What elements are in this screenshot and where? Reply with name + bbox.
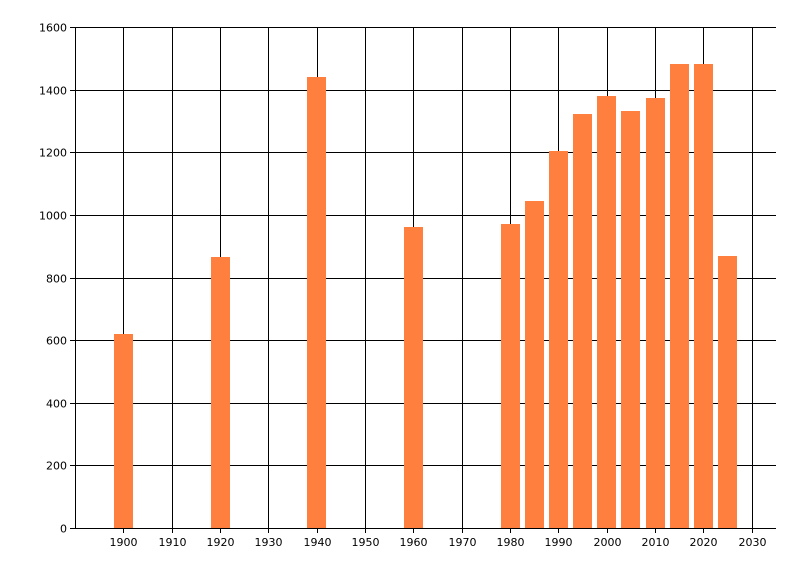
bar-1995: [573, 114, 592, 528]
axes: [70, 27, 776, 533]
bar-2000: [597, 96, 616, 528]
x-tick-label: 1960: [400, 536, 428, 549]
x-tick-label: 1980: [497, 536, 525, 549]
x-tick-label: 1950: [352, 536, 380, 549]
y-tick-label: 400: [46, 398, 67, 411]
x-tick-label: 2020: [690, 536, 718, 549]
y-tick-label: 200: [46, 460, 67, 473]
tick-labels: 0 200 400 600 800 1000 1200 1400 1600 1900 1910 192…: [39, 22, 767, 550]
x-tick-label: 1970: [449, 536, 477, 549]
bar-2005: [621, 111, 640, 528]
y-tick-label: 1000: [39, 210, 67, 223]
bar-1920: [211, 257, 230, 528]
y-tick-label: 1600: [39, 22, 67, 35]
bar-1940: [307, 77, 326, 528]
y-tick-label: 0: [60, 523, 67, 536]
x-tick-label: 2030: [739, 536, 767, 549]
y-tick-label: 600: [46, 335, 67, 348]
bar-1990: [549, 151, 568, 528]
x-tick-label: 2000: [594, 536, 622, 549]
bars: [114, 64, 737, 528]
bar-1980: [501, 224, 520, 528]
bar-1960: [404, 227, 423, 528]
x-tick-label: 1930: [255, 536, 283, 549]
bar-2025: [718, 256, 737, 528]
x-tick-label: 1990: [545, 536, 573, 549]
y-tick-label: 1400: [39, 85, 67, 98]
bar-2010: [646, 98, 665, 528]
y-tick-label: 1200: [39, 147, 67, 160]
bar-1985: [525, 201, 544, 528]
x-tick-label: 1920: [207, 536, 235, 549]
x-tick-label: 2010: [642, 536, 670, 549]
x-tick-label: 1940: [304, 536, 332, 549]
y-tick-label: 800: [46, 273, 67, 286]
x-tick-label: 1910: [159, 536, 187, 549]
bar-2015: [670, 64, 689, 528]
bar-2020: [694, 64, 713, 528]
x-tick-label: 1900: [110, 536, 138, 549]
bar-1900: [114, 334, 133, 528]
